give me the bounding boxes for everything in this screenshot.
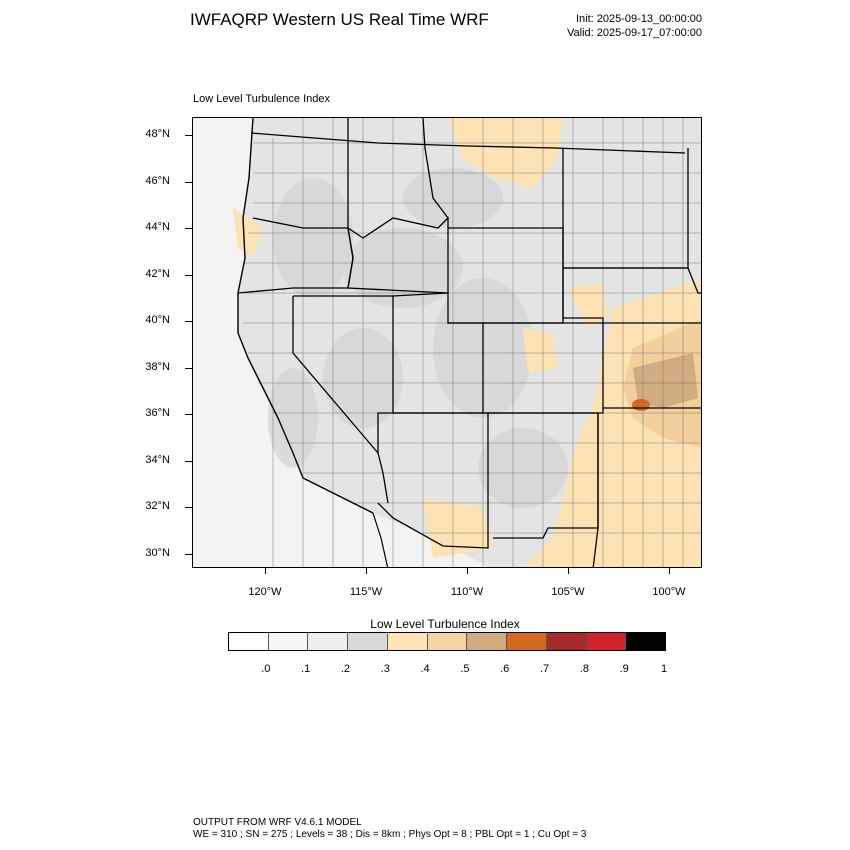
baja-coastline (372, 512, 389, 567)
latitude-tick (185, 274, 192, 276)
latitude-label: 34°N (145, 453, 170, 466)
colorbar (228, 632, 666, 651)
model-info-line1: OUTPUT FROM WRF V4.6.1 MODEL (193, 817, 362, 828)
latitude-tick (185, 553, 192, 555)
colorbar-label: .3 (380, 663, 390, 675)
colorbar-swatch (427, 633, 468, 650)
colorbar-swatch (348, 633, 388, 650)
colorbar-title: Low Level Turbulence Index (370, 617, 520, 631)
longitude-label: 115°W (349, 586, 383, 598)
longitude-tick (265, 568, 266, 574)
latitude-tick (185, 228, 192, 229)
latitude-label: 44°N (145, 221, 170, 233)
county-lines (243, 118, 701, 567)
colorbar-swatch (268, 633, 309, 650)
colorbar-label: .4 (420, 663, 430, 675)
colorbar-swatch (308, 633, 349, 650)
latitude-tick (185, 460, 192, 462)
colorbar-label: .9 (619, 663, 629, 675)
colorbar-swatch (387, 633, 428, 650)
longitude-tick (669, 568, 670, 574)
latitude-label: 42°N (145, 267, 170, 280)
colorbar-label: .8 (579, 663, 589, 675)
colorbar-label: .2 (340, 663, 351, 675)
latitude-label: 48°N (145, 128, 170, 140)
longitude-tick (568, 568, 569, 574)
latitude-tick (185, 321, 192, 322)
coastline (237, 118, 374, 514)
colorbar-swatch (229, 633, 269, 650)
latitude-tick (185, 135, 192, 136)
colorbar-label: 1 (660, 663, 668, 675)
latitude-tick (185, 367, 192, 369)
valid-time: Valid: 2025-09-17_07:00:00 (567, 27, 702, 39)
state-borders (237, 118, 701, 567)
latitude-label: 38°N (145, 360, 170, 373)
latitude-tick (185, 507, 192, 508)
turbulence-field (233, 118, 701, 567)
colorbar-label: .7 (539, 663, 550, 675)
map-title: Low Level Turbulence Index (193, 93, 330, 105)
colorbar-swatch (467, 633, 508, 650)
longitude-label: 110°W (450, 586, 484, 598)
latitude-tick (185, 414, 192, 415)
colorbar-label: .1 (301, 663, 311, 675)
map-panel (192, 117, 702, 568)
colorbar-swatch (626, 633, 666, 650)
colorbar-swatch (586, 633, 627, 650)
latitude-label: 46°N (145, 174, 170, 187)
latitude-label: 40°N (145, 314, 170, 326)
longitude-label: 105°W (551, 586, 585, 598)
latitude-label: 36°N (145, 407, 170, 419)
longitude-label: 100°W (652, 586, 686, 598)
figure-title: IWFAQRP Western US Real Time WRF (190, 10, 489, 29)
colorbar-label: .6 (500, 663, 510, 675)
model-info-line2: WE = 310 ; SN = 275 ; Levels = 38 ; Dis … (193, 829, 587, 840)
longitude-tick (467, 568, 468, 574)
colorbar-label: .0 (261, 663, 271, 675)
longitude-label: 120°W (248, 586, 282, 598)
latitude-tick (185, 181, 192, 183)
colorbar-swatch (507, 633, 547, 650)
latitude-label: 32°N (145, 500, 170, 512)
map-svg (193, 118, 701, 567)
colorbar-label: .5 (460, 663, 470, 675)
init-time: Init: 2025-09-13_00:00:00 (576, 13, 702, 25)
latitude-label: 30°N (145, 546, 170, 559)
longitude-tick (366, 568, 367, 574)
colorbar-swatch (546, 633, 587, 650)
